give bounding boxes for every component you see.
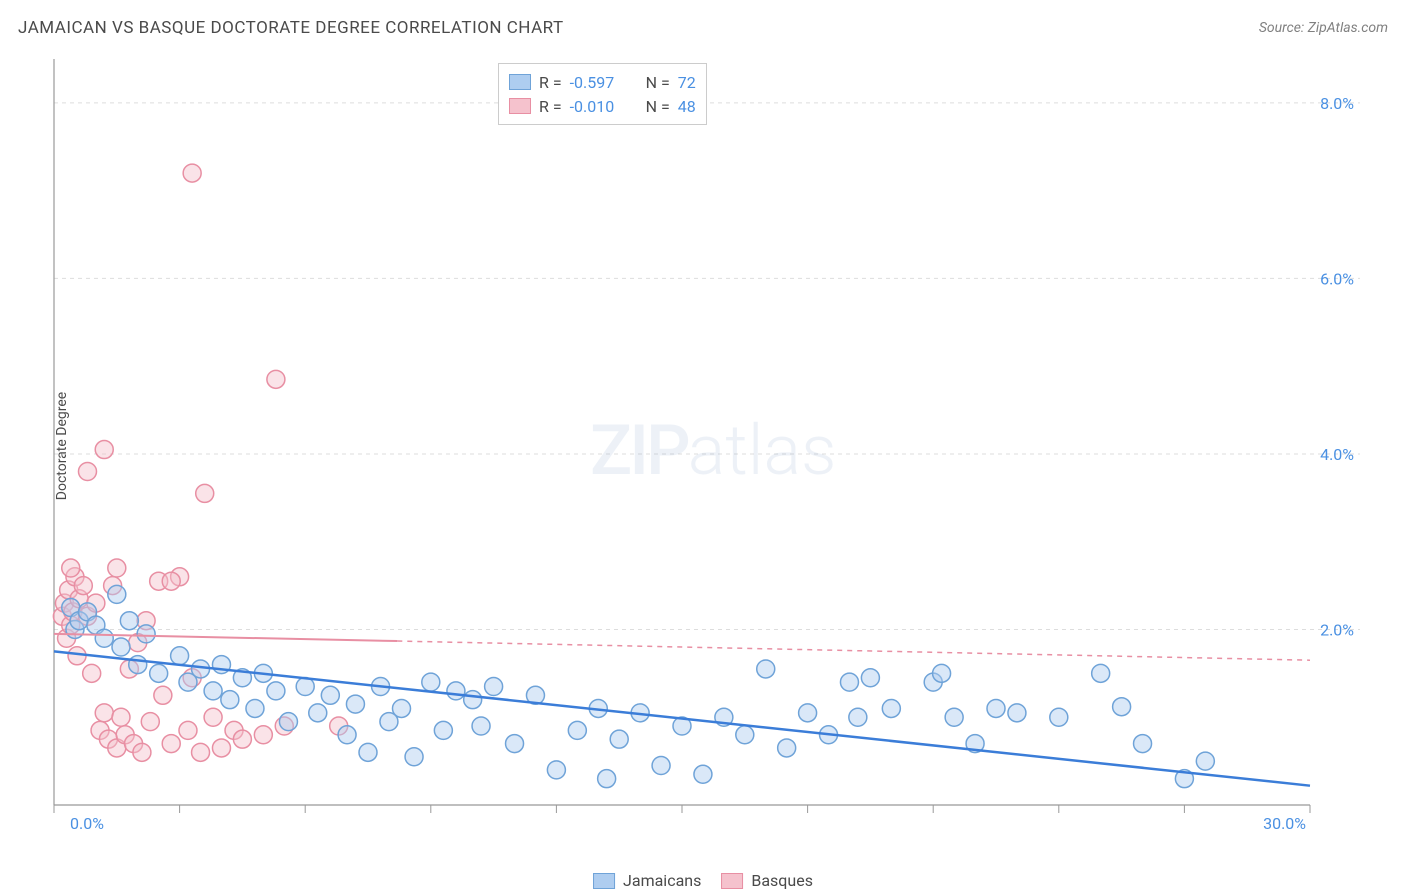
stats-legend-row: R = -0.597 N = 72	[509, 70, 696, 94]
stat-r-value: -0.010	[570, 97, 630, 116]
legend-swatch	[509, 74, 531, 90]
chart-title: JAMAICAN VS BASQUE DOCTORATE DEGREE CORR…	[18, 18, 564, 38]
stat-n-value: 48	[678, 97, 696, 116]
legend-swatch	[721, 873, 743, 889]
stat-r-label: R =	[539, 97, 562, 116]
legend-item: Jamaicans	[593, 871, 701, 890]
stat-n-value: 72	[678, 73, 696, 92]
stats-legend: R = -0.597 N = 72 R = -0.010 N = 48	[498, 63, 707, 125]
legend-swatch	[593, 873, 615, 889]
chart-header: JAMAICAN VS BASQUE DOCTORATE DEGREE CORR…	[18, 18, 1388, 38]
chart-plot-area: 2.0%4.0%6.0%8.0%0.0%30.0% ZIPatlas R =-0…	[50, 55, 1360, 835]
chart-svg: 2.0% 4.0% 6.0% 8.0% 0.0% 30.0%	[50, 55, 1360, 835]
stats-legend-row: R = -0.010 N = 48	[509, 94, 696, 118]
svg-text:6.0%: 6.0%	[1320, 269, 1354, 288]
stat-r-value: -0.597	[570, 73, 630, 92]
legend-item: Basques	[721, 871, 813, 890]
legend-label: Basques	[751, 871, 813, 890]
svg-text:2.0%: 2.0%	[1320, 620, 1354, 639]
stat-r-label: R =	[539, 73, 562, 92]
chart-source: Source: ZipAtlas.com	[1259, 20, 1388, 36]
series-legend: Jamaicans Basques	[593, 871, 813, 890]
stat-n-label: N =	[646, 97, 670, 116]
legend-swatch	[509, 98, 531, 114]
svg-text:8.0%: 8.0%	[1320, 94, 1354, 113]
stat-n-label: N =	[646, 73, 670, 92]
svg-text:4.0%: 4.0%	[1320, 445, 1354, 464]
svg-text:30.0%: 30.0%	[1263, 814, 1306, 833]
svg-text:0.0%: 0.0%	[70, 814, 104, 833]
legend-label: Jamaicans	[623, 871, 701, 890]
